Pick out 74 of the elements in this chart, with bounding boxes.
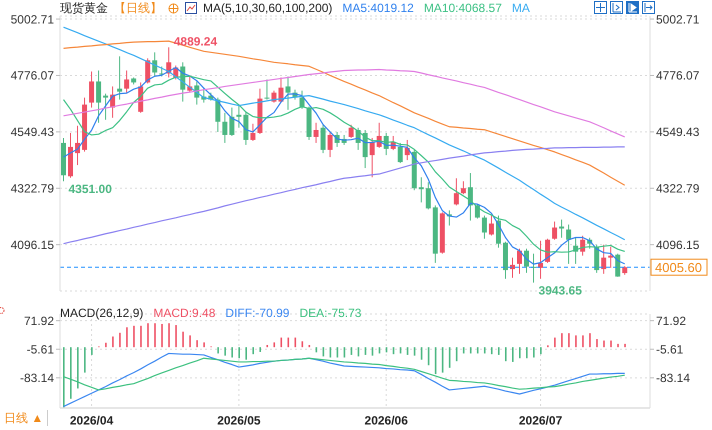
legend-title: MA(5,10,30,60,100,200) [203, 1, 332, 15]
text: DEA:-75.73 [299, 306, 362, 320]
y2-tick-label: 5002.71 [656, 12, 700, 26]
y2-tick-label: 4322.79 [656, 182, 700, 196]
candlestick [96, 70, 102, 124]
candlestick [250, 123, 256, 142]
text: MA5:4019.12 [342, 1, 414, 15]
candlestick [488, 215, 494, 236]
candlestick [229, 107, 234, 136]
y-tick-label: 71.92 [24, 314, 54, 328]
candlestick [566, 224, 572, 264]
candlestick [285, 76, 290, 110]
candlestick [418, 176, 424, 203]
candlestick [601, 244, 606, 274]
y2-tick-label: -5.61 [656, 342, 684, 357]
candlestick [222, 112, 228, 144]
candlestick [328, 131, 333, 158]
y2-tick-label: -83.14 [656, 371, 690, 386]
candlestick [89, 71, 94, 108]
candlestick [524, 248, 530, 274]
y2-tick-label: 4549.43 [656, 125, 700, 140]
candlestick [460, 180, 466, 195]
y-tick-label: 4776.07 [10, 68, 54, 83]
candlestick [398, 142, 403, 164]
y-tick-label: 4322.79 [10, 182, 54, 196]
x-tick-label: 2026/04 [70, 414, 114, 428]
candlestick [236, 104, 242, 128]
candlestick [615, 253, 620, 278]
candlestick [608, 246, 614, 268]
y-tick-label: -83.14 [20, 371, 54, 386]
ref-line-label: 4005.60 [655, 260, 702, 276]
legend-title: MACD(26,12,9) [60, 306, 144, 320]
y-tick-label: 5002.71 [10, 12, 54, 26]
x-tick-label: 2026/07 [518, 414, 563, 428]
y-tick-label: 4549.43 [10, 125, 54, 140]
candlestick [580, 235, 586, 256]
candlestick [552, 221, 558, 240]
text: MA10:4068.57 [424, 1, 502, 15]
candlestick [594, 244, 600, 274]
line-series [62, 352, 626, 408]
line-series [62, 358, 626, 391]
candlestick [482, 215, 487, 240]
candlestick [517, 248, 522, 274]
candlestick [264, 78, 270, 100]
annotation: 3943.65 [538, 284, 582, 298]
chart-title: 现货黄金 [60, 0, 108, 16]
y-tick-label: 4096.15 [10, 238, 54, 252]
series-label: MACD:9.48 [153, 306, 216, 320]
chart-subtitle: 【日线】 [114, 0, 162, 16]
y2-tick-label: 71.92 [656, 314, 686, 328]
annotation: 4889.24 [174, 34, 218, 48]
candlestick [124, 70, 130, 94]
x-tick-label: 2026/05 [217, 414, 261, 428]
candlestick [426, 182, 431, 210]
candlestick [454, 178, 459, 206]
candlestick [117, 56, 122, 100]
candlestick [370, 137, 375, 178]
y2-tick-label: 4776.07 [656, 68, 700, 83]
y2-tick-label: 4096.15 [656, 238, 700, 252]
candlestick [103, 93, 108, 120]
annotation: 4351.00 [68, 182, 112, 196]
candlestick [348, 124, 354, 138]
line-series [62, 146, 626, 244]
line-series [62, 68, 626, 138]
candlestick [559, 219, 564, 238]
candlestick [314, 122, 319, 144]
candlestick [215, 97, 220, 132]
text: DIFF:-70.99 [225, 306, 290, 320]
line-series [62, 26, 626, 240]
candlestick [320, 124, 326, 154]
y-tick-label: -5.61 [26, 342, 54, 357]
x-tick-label: 2026/06 [364, 414, 408, 428]
text: MA [512, 1, 530, 15]
text: 日线 ▲ [0, 410, 48, 426]
